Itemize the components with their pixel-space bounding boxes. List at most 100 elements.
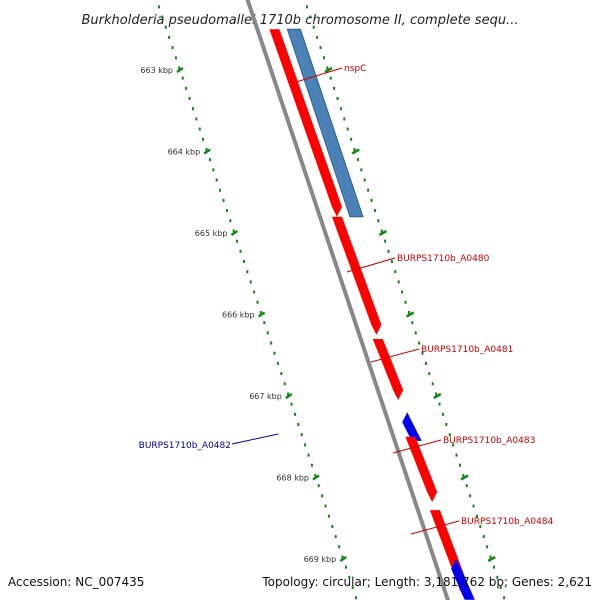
gene-label-a0482[interactable]: BURPS1710b_A0482	[139, 441, 231, 451]
scale-dot-left	[208, 158, 211, 162]
scale-ticks: 663 kbp 664 kbp 665 kbp 666 kbp 667 kbp 668 k…	[140, 66, 496, 564]
scale-dot-right	[482, 535, 485, 539]
scale-dot-right	[431, 382, 434, 386]
scale-dot-left	[341, 555, 344, 559]
scale-dot-left	[321, 494, 324, 498]
scale-tick-label: 666 kbp	[222, 311, 255, 320]
scale-dot-right	[407, 310, 410, 314]
scale-dot-right	[380, 229, 383, 233]
forward-gene-arrow[interactable]	[331, 216, 382, 335]
topology-text: Topology: circular; Length: 3,181,762 bp…	[261, 575, 592, 589]
scale-dot-left	[297, 423, 300, 427]
scale-dot-left	[222, 198, 225, 202]
a0481-label-leader	[370, 348, 420, 363]
scale-dot-left	[259, 310, 262, 314]
scale-dot-right	[367, 188, 370, 192]
scale-dot-right	[404, 300, 407, 304]
selected-region-layer	[286, 28, 364, 218]
scale-dot-left	[232, 229, 235, 233]
chromosome-backbone	[245, 0, 450, 600]
scale-tick-mark	[203, 148, 211, 155]
gene-label-a0484[interactable]: BURPS1710b_A0484	[461, 517, 554, 527]
scale-dot-right	[486, 545, 489, 549]
reverse-gene-arrow[interactable]	[451, 559, 475, 600]
scale-dot-right	[475, 514, 478, 518]
scale-dot-left	[164, 25, 167, 29]
scale-dot-left	[242, 260, 245, 264]
scale-dot-right	[452, 443, 455, 447]
gene-label-a0483[interactable]: BURPS1710b_A0483	[443, 436, 535, 446]
scale-dot-right	[435, 392, 438, 396]
scale-dot-left	[202, 137, 205, 141]
gene-label-a0480[interactable]: BURPS1710b_A0480	[397, 254, 490, 264]
scale-dot-right	[462, 473, 465, 477]
scale-dot-right	[309, 15, 312, 19]
scale-dot-right	[479, 524, 482, 528]
scale-dot-left	[351, 586, 354, 590]
scale-tick-mark	[324, 66, 333, 74]
scale-tick-mark	[378, 229, 388, 237]
scale-dot-right	[326, 66, 329, 70]
scale-dot-right	[305, 5, 308, 9]
reverse-gene-arrow[interactable]	[402, 412, 422, 441]
scale-dot-right	[424, 361, 427, 365]
scale-dot-right	[448, 433, 451, 437]
a0480-label-leader	[346, 257, 396, 273]
scale-tick-mark	[176, 66, 184, 74]
scale-dot-left	[168, 35, 171, 39]
scale-dot-right	[363, 178, 366, 182]
scale-dot-left	[290, 402, 293, 406]
forward-gene-arrow[interactable]	[405, 436, 438, 502]
scale-tick-mark	[433, 392, 442, 400]
scale-dot-left	[338, 545, 341, 549]
scale-tick-mark	[460, 474, 469, 481]
scale-dots	[157, 5, 506, 600]
scale-dot-right	[465, 484, 468, 488]
scale-tick-label: 668 kbp	[276, 474, 309, 483]
scale-dot-right	[336, 97, 339, 101]
scale-dot-right	[499, 586, 502, 590]
scale-dot-right	[356, 158, 359, 162]
a0482-label-leader	[231, 433, 279, 445]
scale-dot-left	[195, 117, 198, 121]
scale-dot-right	[418, 341, 421, 345]
forward-gene-arrow[interactable]	[372, 338, 404, 401]
scale-dot-right	[339, 107, 342, 111]
scale-dot-left	[178, 66, 181, 70]
scale-dot-right	[469, 494, 472, 498]
scale-dot-right	[414, 331, 417, 335]
scale-dot-right	[316, 35, 319, 39]
gene-label-nspC[interactable]: nspC	[344, 64, 366, 74]
a0483-label-leader	[392, 439, 442, 454]
scale-dot-left	[310, 463, 313, 467]
gene-label-a0481[interactable]: BURPS1710b_A0481	[421, 345, 513, 355]
scale-dot-left	[263, 321, 266, 325]
scale-dot-left	[249, 280, 252, 284]
map-title: Burkholderia pseudomallei 1710b chromoso…	[82, 13, 519, 28]
scale-dot-right	[387, 249, 390, 253]
scale-dot-left	[307, 453, 310, 457]
selected-gene-region[interactable]	[286, 28, 364, 218]
scale-dot-right	[390, 260, 393, 264]
scale-dot-left	[276, 361, 279, 365]
scale-dot-right	[346, 127, 349, 131]
scale-dot-right	[492, 565, 495, 569]
scale-dot-left	[287, 392, 290, 396]
scale-dot-left	[171, 46, 174, 50]
forward-gene-arrow[interactable]	[269, 29, 342, 217]
scale-tick-mark	[487, 555, 496, 563]
scale-dot-left	[355, 596, 358, 600]
scale-tick-mark	[405, 311, 415, 318]
scale-dot-left	[334, 535, 337, 539]
scale-dot-left	[270, 341, 273, 345]
scale-dot-right	[322, 56, 325, 60]
scale-dot-left	[181, 76, 184, 80]
scale-dot-left	[219, 188, 222, 192]
scale-dot-left	[188, 97, 191, 101]
scale-dot-right	[411, 321, 414, 325]
scale-tick-label: 664 kbp	[168, 148, 201, 157]
scale-dot-right	[421, 351, 424, 355]
scale-tick-label: 667 kbp	[249, 392, 282, 401]
scale-dot-right	[333, 86, 336, 90]
